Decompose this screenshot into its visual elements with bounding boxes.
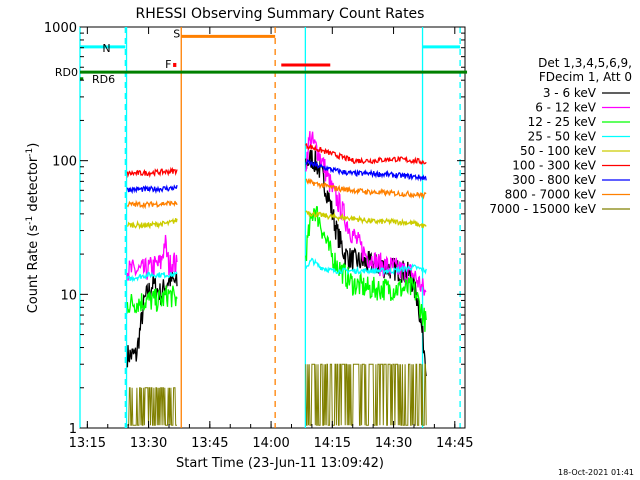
legend-label: 12 - 25 keV	[528, 115, 597, 129]
series-line	[305, 149, 427, 377]
marker-label: RD6	[92, 73, 115, 86]
x-tick-label: 13:45	[191, 436, 228, 451]
series-line	[126, 166, 178, 179]
x-tick-label: 14:45	[436, 436, 473, 451]
instrument-markers: N S F RD0 RD6	[55, 27, 468, 428]
series-line	[305, 210, 427, 229]
x-axis-label: Start Time (23-Jun-11 13:09:42)	[176, 456, 384, 471]
y-tick-label: 1000	[44, 21, 77, 36]
y-axis-label-main: Count Rate (s	[26, 225, 41, 314]
legend-header-1: Det 1,3,4,5,6,9,	[538, 56, 632, 70]
y-axis-label-sup1: -1	[25, 216, 35, 225]
series-line	[126, 199, 178, 210]
x-tick-label: 14:30	[375, 436, 412, 451]
legend-label: 300 - 800 keV	[512, 173, 596, 187]
series-line	[126, 285, 178, 314]
x-tick-label: 13:15	[69, 436, 106, 451]
marker-label: S	[173, 27, 180, 40]
legend-label: 25 - 50 keV	[528, 130, 597, 144]
legend: Det 1,3,4,5,6,9, FDecim 1, Att 0 3 - 6 k…	[489, 56, 632, 216]
marker-label: N	[102, 42, 110, 55]
legend-label: 3 - 6 keV	[543, 86, 597, 100]
series-line	[126, 270, 178, 368]
legend-header-2: FDecim 1, Att 0	[539, 70, 632, 84]
marker-label: RD0	[55, 66, 78, 79]
legend-label: 7000 - 15000 keV	[489, 202, 596, 216]
series-line	[305, 158, 427, 182]
series-line	[127, 387, 177, 426]
marker-label: F	[165, 58, 171, 71]
series-line	[305, 143, 427, 165]
series-lines	[126, 131, 427, 426]
series-line	[305, 177, 427, 200]
axis-ticks: 13:15 13:30 13:45 14:00 14:15 14:30 14:45 1 10 10…	[44, 21, 474, 451]
legend-label: 800 - 7000 keV	[505, 188, 597, 202]
series-line	[126, 270, 178, 283]
x-tick-label: 14:00	[252, 436, 289, 451]
chart-title: RHESSI Observing Summary Count Rates	[136, 6, 425, 22]
series-line	[305, 205, 427, 332]
series-line	[305, 257, 427, 276]
series-line	[126, 184, 178, 195]
y-tick-label: 10	[60, 288, 77, 303]
footer-date: 18-Oct-2021 01:41	[558, 468, 634, 477]
legend-label: 50 - 100 keV	[520, 144, 597, 158]
x-tick-label: 14:15	[314, 436, 351, 451]
y-axis-label: Count Rate (s-1 detector-1)	[25, 143, 41, 314]
x-tick-label: 13:30	[130, 436, 167, 451]
series-line	[305, 363, 427, 426]
y-tick-label: 100	[52, 155, 77, 170]
y-axis-label-end: )	[26, 143, 41, 148]
legend-label: 100 - 300 keV	[512, 159, 596, 173]
plot-frame	[79, 26, 466, 429]
y-axis-label-sup2: -1	[25, 148, 35, 157]
series-line	[126, 217, 178, 230]
y-axis-label-mid: detector	[26, 156, 41, 216]
legend-label: 6 - 12 keV	[535, 101, 597, 115]
y-tick-label: 1	[69, 422, 77, 437]
